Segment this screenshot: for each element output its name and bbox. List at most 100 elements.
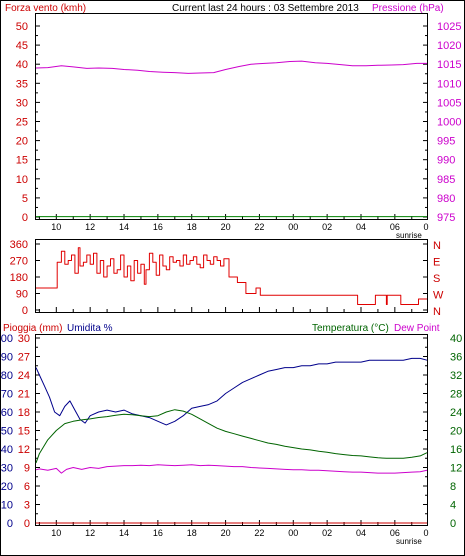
wind-tick-label-45: 45 (16, 40, 28, 52)
pressure-tick-label-975: 975 (437, 212, 455, 224)
temperature-line (35, 409, 428, 464)
temp-tick-label-4: 4 (450, 500, 456, 512)
pressure-tick-label-1015: 1015 (437, 59, 461, 71)
rain-tick-label-0: 0 (24, 518, 30, 530)
pressure-tick-label-1000: 1000 (437, 117, 461, 129)
compass-label-1: W (433, 290, 444, 302)
dewpoint-axis-title: Dew Point (394, 323, 440, 334)
rain-tick-label-18: 18 (18, 407, 30, 419)
wind-tick-label-50: 50 (16, 21, 28, 33)
temp-tick-label-0: 0 (450, 518, 456, 530)
wind-tick-label-35: 35 (16, 78, 28, 90)
pressure-tick-label-1020: 1020 (437, 40, 461, 52)
rain-tick-label-24: 24 (18, 370, 30, 382)
direction-tick-label-270: 270 (10, 256, 28, 268)
temp-tick-label-32: 32 (450, 370, 462, 382)
x-tick-label-0: 0 (423, 528, 428, 538)
compass-label-2: S (433, 273, 440, 285)
humidity-tick-label-70: 70 (1, 389, 13, 401)
x-tick-label-04: 04 (356, 528, 366, 538)
rain-tick-label-27: 27 (18, 352, 30, 364)
x-tick-label-00: 00 (288, 222, 298, 232)
humidity-tick-label-60: 60 (1, 407, 13, 419)
x-tick-label-04: 04 (356, 222, 366, 232)
pressure-tick-label-985: 985 (437, 174, 455, 186)
sunrise-label: sunrise (396, 537, 422, 546)
x-tick-label-10: 10 (51, 222, 61, 232)
humidity-line (35, 357, 428, 426)
x-tick-label-0: 0 (423, 222, 428, 232)
temp-tick-label-40: 40 (450, 333, 462, 345)
wind-tick-label-15: 15 (16, 155, 28, 167)
temp-tick-label-8: 8 (450, 481, 456, 493)
rain-tick-label-30: 30 (18, 333, 30, 345)
humidity-tick-label-50: 50 (1, 426, 13, 438)
x-tick-label-00: 00 (288, 528, 298, 538)
humidity-tick-label-90: 90 (1, 352, 13, 364)
wind-tick-label-40: 40 (16, 59, 28, 71)
humidity-tick-label-20: 20 (1, 481, 13, 493)
pressure-line (35, 60, 427, 74)
rain-tick-label-9: 9 (24, 463, 30, 475)
humidity-axis-title: Umidita % (67, 323, 113, 334)
x-tick-label-22: 22 (254, 222, 264, 232)
x-tick-label-06: 06 (390, 222, 400, 232)
wind-direction-line (36, 247, 427, 305)
rain-tick-label-15: 15 (18, 426, 30, 438)
x-tick-label-22: 22 (254, 528, 264, 538)
sunrise-label: sunrise (396, 231, 422, 240)
rain-tick-label-12: 12 (18, 444, 30, 456)
compass-label-3: E (433, 257, 440, 269)
wind-tick-label-20: 20 (16, 136, 28, 148)
pressure-tick-label-1010: 1010 (437, 78, 461, 90)
x-tick-label-12: 12 (85, 222, 95, 232)
wind-tick-label-0: 0 (22, 212, 28, 224)
rain-tick-label-3: 3 (24, 500, 30, 512)
x-tick-label-14: 14 (119, 222, 129, 232)
x-tick-label-20: 20 (221, 222, 231, 232)
panel-wind-pressure (35, 13, 428, 220)
x-tick-label-02: 02 (322, 222, 332, 232)
wind-tick-label-5: 5 (22, 193, 28, 205)
direction-tick-label-180: 180 (10, 272, 28, 284)
pressure-tick-label-1025: 1025 (437, 21, 461, 33)
wind-tick-label-10: 10 (16, 174, 28, 186)
rain-axis-title: Pioggia (mm) (3, 323, 62, 334)
temp-tick-label-12: 12 (450, 463, 462, 475)
x-tick-label-18: 18 (187, 528, 197, 538)
x-tick-label-18: 18 (187, 222, 197, 232)
panel-wind-direction (35, 239, 428, 313)
dew-point-line (35, 464, 428, 474)
temp-tick-label-28: 28 (450, 389, 462, 401)
chart-title: Current last 24 hours : 03 Settembre 201… (172, 3, 359, 14)
temp-tick-label-16: 16 (450, 444, 462, 456)
rain-tick-label-21: 21 (18, 389, 30, 401)
x-tick-label-14: 14 (119, 528, 129, 538)
humidity-tick-label-80: 80 (1, 370, 13, 382)
x-tick-label-06: 06 (390, 528, 400, 538)
panel-1-axes: 0510152025303540455097598098599099510001… (16, 21, 462, 240)
x-tick-label-20: 20 (221, 528, 231, 538)
direction-tick-label-0: 0 (22, 305, 28, 317)
wind-axis-title: Forza vento (kmh) (5, 3, 86, 14)
rain-tick-label-6: 6 (24, 481, 30, 493)
humidity-tick-label-100: 100 (0, 333, 13, 345)
humidity-tick-label-30: 30 (1, 463, 13, 475)
compass-label-0: N (433, 306, 441, 318)
compass-label-4: N (433, 240, 441, 252)
x-tick-label-02: 02 (322, 528, 332, 538)
panel-rain-humidity-temp (35, 334, 428, 526)
direction-tick-label-90: 90 (16, 289, 28, 301)
humidity-tick-label-0: 0 (7, 518, 13, 530)
x-tick-label-16: 16 (153, 222, 163, 232)
temperature-axis-title: Temperatura (°C) (312, 323, 389, 334)
wind-tick-label-25: 25 (16, 117, 28, 129)
pressure-tick-label-990: 990 (437, 155, 455, 167)
pressure-tick-label-1005: 1005 (437, 97, 461, 109)
pressure-axis-title: Pressione (hPa) (372, 3, 444, 14)
series-lines (35, 60, 428, 524)
